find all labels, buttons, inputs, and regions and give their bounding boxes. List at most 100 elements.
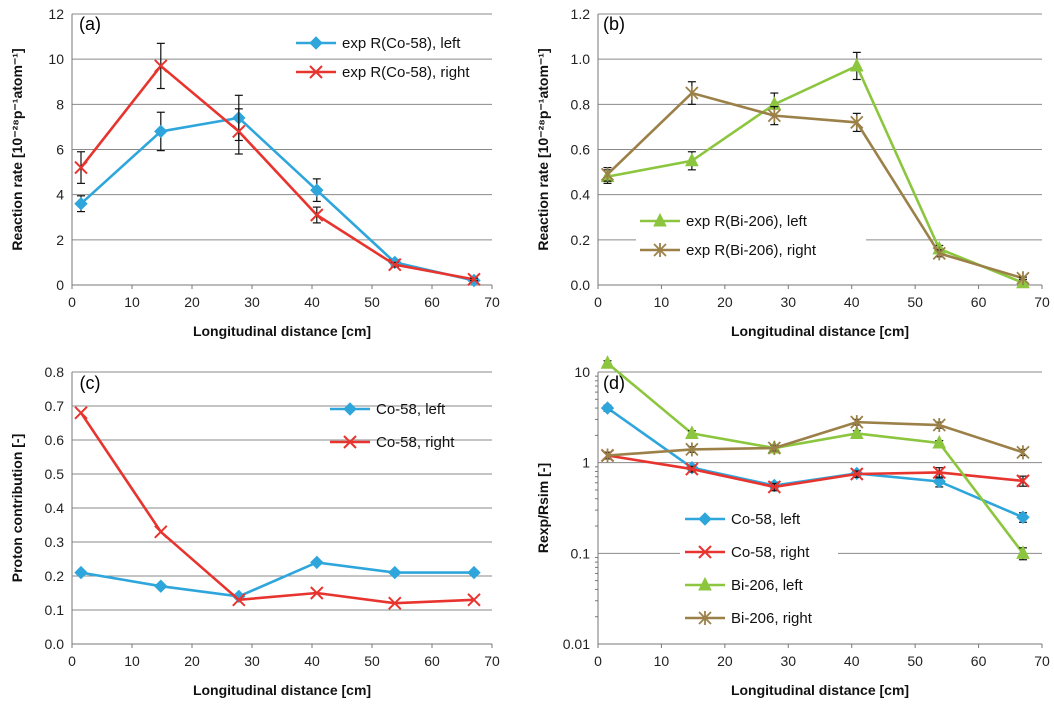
y-tick-label: 0.1	[571, 545, 591, 561]
y-tick-label: 0.8	[571, 96, 591, 112]
data-point	[154, 59, 168, 73]
series-line	[606, 91, 1024, 280]
y-tick-label: 2	[56, 232, 64, 248]
data-point	[767, 108, 781, 123]
data-point	[154, 124, 168, 139]
legend-item: Co-58, left	[330, 401, 446, 418]
chart-panel-d: 0.01 0.1 1 10 0 10 20 30 40 50 60 70 Longitudinal di…	[535, 355, 1050, 698]
data-point	[388, 257, 402, 272]
legend-label: Co-58, left	[731, 511, 801, 528]
legend-marker	[698, 545, 712, 559]
y-tick-label: 1	[582, 455, 590, 471]
x-tick-label: 40	[844, 294, 860, 310]
series-line	[607, 420, 1024, 457]
series-line	[607, 64, 1024, 284]
y-tick-label: 1.0	[571, 51, 591, 67]
series-exp-r-co-58-right	[74, 42, 481, 287]
data-point	[1016, 545, 1030, 559]
data-point	[685, 152, 699, 167]
x-tick-label: 0	[68, 294, 76, 310]
data-point	[154, 525, 168, 539]
data-point	[685, 425, 699, 439]
x-tick-label: 70	[484, 294, 500, 310]
x-tick-label: 0	[594, 653, 602, 669]
legend-label: Co-58, right	[376, 434, 455, 451]
legend-marker	[309, 65, 323, 79]
legend: Co-58, left Co-58, right Bi-206, left Bi-20…	[680, 502, 838, 630]
data-point	[1016, 510, 1030, 524]
legend: Co-58, left Co-58, right	[330, 401, 455, 451]
x-tick-label: 60	[971, 294, 987, 310]
y-tick-label: 10	[48, 51, 64, 67]
y-tick-label: 8	[56, 96, 64, 112]
series-exp-r-bi-206-right	[600, 81, 1030, 286]
x-tick-label: 60	[971, 653, 987, 669]
data-point	[932, 434, 947, 449]
data-point	[932, 465, 946, 480]
y-tick-label: 0.4	[45, 500, 65, 516]
data-point	[74, 406, 88, 420]
legend-marker	[698, 611, 712, 625]
y-tick-label: 6	[56, 142, 64, 158]
data-point	[467, 565, 481, 580]
y-tick-label: 10	[574, 364, 590, 380]
x-axis-label: Longitudinal distance [cm]	[193, 682, 371, 698]
x-tick-label: 20	[184, 653, 200, 669]
data-point	[600, 401, 615, 415]
y-axis-label: Rexp/Rsim [-]	[535, 463, 551, 553]
y-axis-label: Proton contribution [-]	[9, 434, 25, 583]
series-co-58-right	[600, 448, 1030, 494]
data-point	[74, 160, 88, 175]
x-tick-label: 40	[844, 653, 860, 669]
legend-label: exp R(Bi-206), right	[686, 242, 817, 259]
x-tick-label: 70	[484, 653, 500, 669]
x-axis-label: Longitudinal distance [cm]	[731, 682, 909, 698]
panel-label: (b)	[603, 14, 625, 34]
x-tick-label: 30	[780, 653, 796, 669]
x-tick-label: 70	[1034, 294, 1050, 310]
series-line	[80, 116, 475, 282]
y-tick-label: 0.0	[45, 636, 65, 652]
chart-panel-c: 0.0 0.1 0.2 0.3 0.4 0.5 0.6 0.7 0.8 0 10 20 30 40 50 60…	[9, 364, 500, 698]
legend-item: Co-58, left	[685, 511, 801, 528]
data-point	[767, 441, 781, 456]
data-point	[74, 565, 88, 580]
x-tick-label: 10	[654, 653, 670, 669]
y-tick-label: 0.7	[45, 398, 65, 414]
x-tick-label: 10	[654, 294, 670, 310]
y-tick-label: 0.6	[45, 432, 65, 448]
legend-item: Co-58, right	[685, 544, 810, 561]
y-tick-label: 0.01	[563, 636, 590, 652]
series-co-58-left	[74, 555, 481, 604]
series-co-58-right	[74, 406, 481, 610]
x-tick-label: 60	[424, 294, 440, 310]
x-tick-label: 50	[364, 653, 380, 669]
y-tick-label: 4	[56, 187, 64, 203]
x-tick-label: 0	[594, 294, 602, 310]
data-point	[310, 183, 324, 197]
panel-label: (c)	[80, 373, 101, 393]
data-point	[685, 442, 699, 457]
y-tick-label: 0.0	[571, 277, 591, 293]
legend: exp R(Co-58), left exp R(Co-58), right	[296, 35, 470, 81]
series-line	[606, 362, 1025, 555]
legend-item: exp R(Bi-206), right	[640, 242, 817, 259]
y-axis-label: Reaction rate [10⁻²⁸p⁻¹atom⁻¹]	[9, 48, 25, 250]
panel-label: (d)	[603, 373, 625, 393]
series-line	[80, 561, 474, 598]
series-bi-206-right	[600, 415, 1030, 463]
data-point	[1016, 271, 1030, 286]
series-line	[79, 64, 475, 281]
data-point	[467, 593, 481, 607]
y-tick-label: 0.5	[45, 466, 65, 482]
series-exp-r-bi-206-left	[600, 51, 1030, 289]
x-tick-label: 20	[717, 653, 733, 669]
series-exp-r-co-58-left	[74, 94, 481, 288]
data-point	[154, 579, 168, 593]
x-tick-label: 30	[244, 653, 260, 669]
y-tick-label: 0.3	[45, 534, 65, 550]
data-point	[850, 415, 864, 430]
data-point	[932, 474, 946, 489]
data-point	[310, 586, 324, 600]
legend-item: Bi-206, right	[685, 610, 813, 627]
